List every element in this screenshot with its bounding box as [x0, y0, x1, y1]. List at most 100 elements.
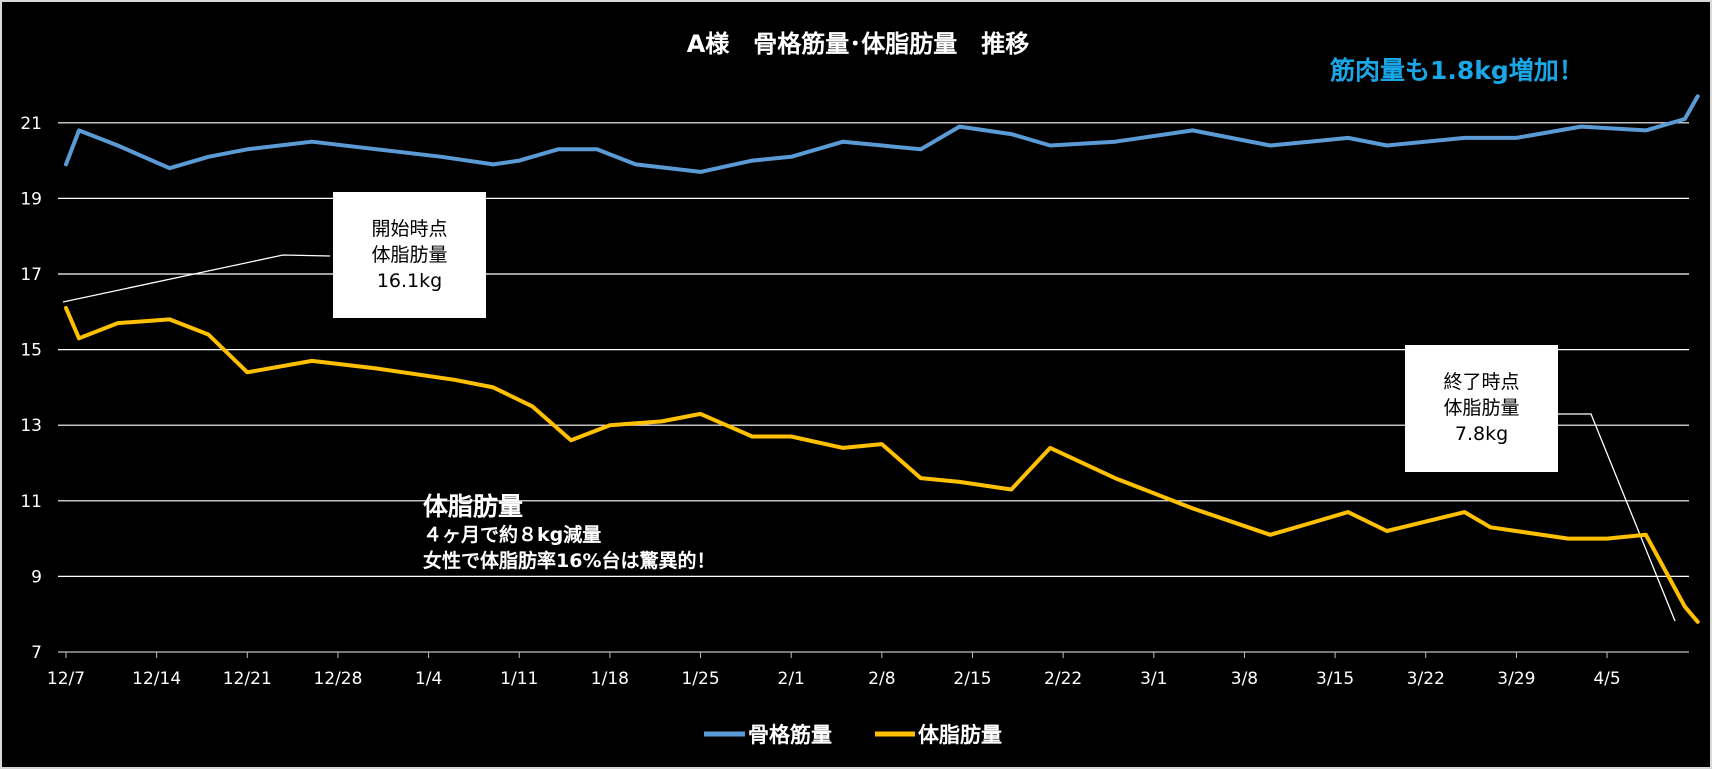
data-point-fat	[569, 438, 573, 442]
data-point-fat	[77, 336, 81, 340]
data-point-fat	[245, 370, 249, 374]
start-callout: 開始時点 体脂肪量 16.1kg	[333, 192, 486, 318]
x-tick-label: 1/25	[681, 669, 719, 689]
y-tick-label: 7	[31, 643, 42, 663]
data-point-muscle	[310, 140, 314, 144]
data-point-fat	[375, 366, 379, 371]
data-point-fat	[206, 332, 210, 337]
data-point-fat	[698, 412, 703, 416]
x-tick-label: 1/11	[500, 669, 538, 689]
data-point-muscle	[595, 147, 599, 151]
data-point-muscle	[750, 159, 754, 163]
data-point-muscle	[1268, 143, 1272, 148]
data-point-fat	[1566, 537, 1570, 541]
end-callout-line-2: 体脂肪量	[1443, 397, 1520, 419]
data-point-muscle	[789, 155, 793, 159]
data-point-muscle	[116, 143, 120, 148]
x-tick-label: 12/28	[313, 669, 362, 689]
data-point-fat	[116, 321, 120, 325]
data-point-fat	[750, 434, 754, 439]
x-tick-label: 12/21	[223, 669, 272, 689]
data-point-fat	[310, 359, 314, 363]
x-tick-label: 12/7	[47, 669, 85, 689]
y-tick-label: 21	[20, 114, 42, 134]
data-point-muscle	[206, 155, 210, 159]
x-tick-label: 3/8	[1231, 669, 1258, 689]
data-point-muscle	[919, 147, 923, 151]
data-point-fat	[880, 442, 884, 446]
data-point-fat	[841, 446, 845, 450]
x-tick-label: 12/14	[132, 669, 181, 689]
start-callout-line-2: 体脂肪量	[371, 244, 448, 266]
x-tick-label: 3/15	[1316, 669, 1354, 689]
fat-loss-note: 体脂肪量 ４ヶ月で約８kg減量 女性で体脂肪率16%台は驚異的！	[423, 492, 715, 574]
data-point-muscle	[698, 170, 703, 174]
data-point-muscle	[1463, 136, 1467, 140]
end-callout-line-1: 終了時点	[1443, 371, 1520, 393]
legend-label-muscle: 骨格筋量	[748, 723, 832, 747]
gridlines	[58, 122, 1689, 653]
data-point-fat	[64, 306, 68, 310]
end-callout-line-3: 7.8kg	[1454, 423, 1509, 445]
x-tick-label: 1/18	[591, 669, 629, 689]
data-point-fat	[452, 378, 457, 382]
data-point-fat	[1113, 476, 1117, 480]
data-point-fat	[530, 404, 534, 408]
end-callout: 終了時点 体脂肪量 7.8kg	[1405, 345, 1558, 472]
x-tick-label: 3/1	[1140, 669, 1167, 689]
data-point-fat	[919, 476, 923, 480]
data-point-fat	[789, 434, 793, 439]
x-tick-label: 4/5	[1593, 669, 1620, 689]
data-point-muscle	[1644, 128, 1648, 132]
legend: 骨格筋量 体脂肪量	[704, 723, 1002, 747]
data-point-fat	[660, 419, 664, 423]
y-tick-labels: 7 9 11 13 15 17 19 21	[20, 114, 42, 663]
callout-leader-lines	[62, 254, 1676, 622]
data-point-fat	[1048, 446, 1052, 450]
y-tick-label: 11	[20, 492, 42, 512]
series-line-fat	[64, 306, 1700, 624]
x-tick-label: 3/22	[1407, 669, 1445, 689]
data-point-muscle	[439, 155, 444, 159]
data-point-muscle	[1048, 143, 1052, 148]
data-point-fat	[1346, 510, 1350, 514]
data-point-fat	[1683, 605, 1687, 609]
x-tick-labels: 12/7 12/14 12/21 12/28 1/4 1/11 1/18 1/25 2/1 2/8…	[47, 652, 1621, 689]
data-point-fat	[1488, 525, 1493, 529]
muscle-gain-note: 筋肉量も1.8kg増加！	[1330, 56, 1584, 85]
data-point-muscle	[1009, 132, 1013, 136]
data-point-muscle	[517, 159, 521, 163]
data-point-fat	[608, 423, 612, 427]
data-point-fat	[1009, 487, 1013, 492]
data-point-muscle	[245, 147, 249, 151]
data-point-muscle	[1579, 125, 1583, 129]
data-point-muscle	[634, 162, 638, 166]
fat-loss-note-heading: 体脂肪量	[423, 492, 524, 521]
data-point-muscle	[1385, 143, 1389, 148]
data-point-muscle	[1514, 136, 1518, 140]
y-tick-label: 15	[20, 341, 42, 361]
x-tick-label: 3/29	[1497, 669, 1535, 689]
x-tick-label: 2/1	[778, 669, 805, 689]
data-point-muscle	[841, 140, 845, 144]
data-point-fat	[1268, 533, 1272, 537]
y-tick-label: 9	[31, 567, 42, 587]
data-point-fat	[957, 480, 962, 484]
data-point-muscle	[1683, 117, 1687, 121]
fat-loss-note-line-2: 女性で体脂肪率16%台は驚異的！	[423, 550, 716, 572]
end-callout-leader	[1557, 413, 1676, 622]
data-point-fat	[1463, 510, 1467, 514]
series-lines	[64, 94, 1700, 624]
x-tick-label: 2/8	[868, 669, 895, 689]
y-tick-label: 19	[20, 189, 42, 209]
data-point-muscle	[1307, 140, 1311, 144]
data-point-muscle	[1191, 128, 1195, 132]
series-line-muscle	[64, 94, 1700, 174]
data-point-fat	[1191, 506, 1195, 510]
start-callout-leader	[62, 254, 331, 303]
x-tick-label: 2/22	[1044, 669, 1082, 689]
data-point-muscle	[168, 166, 172, 170]
y-tick-label: 13	[20, 416, 42, 436]
data-point-fat	[168, 317, 172, 321]
